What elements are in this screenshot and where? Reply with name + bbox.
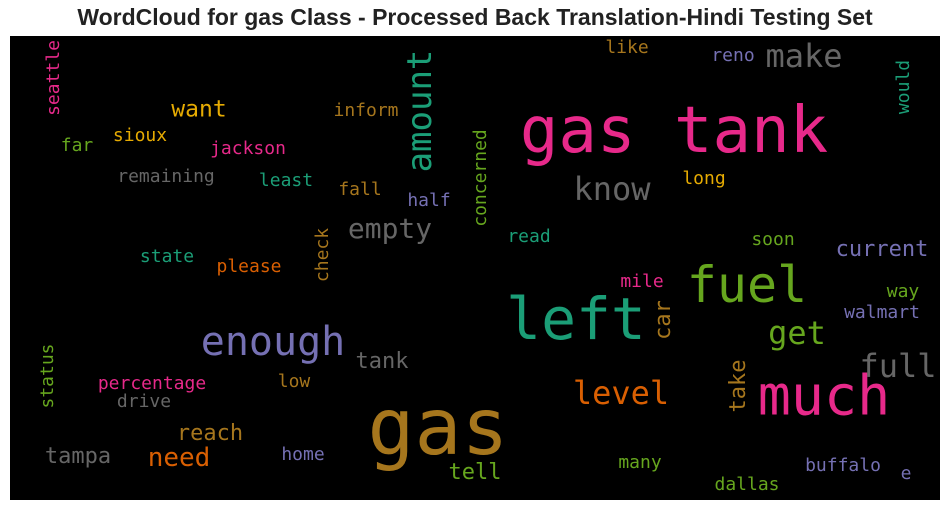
word-want: want xyxy=(171,96,227,123)
word-tank: tank xyxy=(355,349,409,374)
word-way: way xyxy=(886,281,920,302)
word-left: left xyxy=(506,285,646,353)
word-state: state xyxy=(139,246,195,267)
word-long: long xyxy=(682,168,726,189)
word-concerned: concerned xyxy=(470,129,491,227)
word-least: least xyxy=(258,170,314,191)
word-buffalo: buffalo xyxy=(805,455,881,476)
word-cloud: gas gas tank left much fuel enough amount know m… xyxy=(10,36,940,500)
word-gas: gas xyxy=(367,383,509,473)
word-get: get xyxy=(768,314,826,352)
word-tell: tell xyxy=(448,460,502,485)
word-dallas: dallas xyxy=(714,474,780,495)
word-gas-tank: gas tank xyxy=(519,94,829,168)
word-reach: reach xyxy=(176,421,244,446)
word-amount: amount xyxy=(400,49,440,173)
word-status: status xyxy=(37,343,58,409)
word-half: half xyxy=(407,190,451,211)
word-check: check xyxy=(312,227,333,283)
word-know: know xyxy=(573,170,651,208)
word-need: need xyxy=(147,443,211,473)
word-much: much xyxy=(757,363,891,428)
word-fuel: fuel xyxy=(686,256,808,314)
word-make: make xyxy=(765,37,843,75)
word-seattle: seattle xyxy=(43,40,64,116)
word-soon: soon xyxy=(751,229,795,250)
word-jackson: jackson xyxy=(210,138,286,159)
word-level: level xyxy=(572,374,670,412)
word-read: read xyxy=(507,226,551,247)
word-tampa: tampa xyxy=(44,444,112,469)
word-full: full xyxy=(859,347,937,385)
word-please: please xyxy=(216,256,282,277)
word-many: many xyxy=(618,452,662,473)
word-low: low xyxy=(277,371,311,392)
word-drive: drive xyxy=(116,391,172,412)
word-percentage: percentage xyxy=(97,373,207,394)
word-fall: fall xyxy=(338,179,382,200)
word-current: current xyxy=(835,237,929,262)
word-remaining: remaining xyxy=(117,166,215,187)
chart-title: WordCloud for gas Class - Processed Back… xyxy=(77,4,873,30)
word-e: e xyxy=(900,463,912,484)
word-sioux: sioux xyxy=(112,125,168,146)
word-like: like xyxy=(605,37,649,58)
word-car: car xyxy=(651,300,676,340)
word-would: would xyxy=(893,59,914,115)
word-far: far xyxy=(60,135,94,156)
word-empty: empty xyxy=(347,212,433,245)
word-take: take xyxy=(726,359,751,413)
word-inform: inform xyxy=(333,100,399,121)
word-home: home xyxy=(281,444,325,465)
word-mile: mile xyxy=(620,271,664,292)
word-reno: reno xyxy=(711,45,755,66)
word-enough: enough xyxy=(200,319,346,365)
word-walmart: walmart xyxy=(844,302,920,323)
